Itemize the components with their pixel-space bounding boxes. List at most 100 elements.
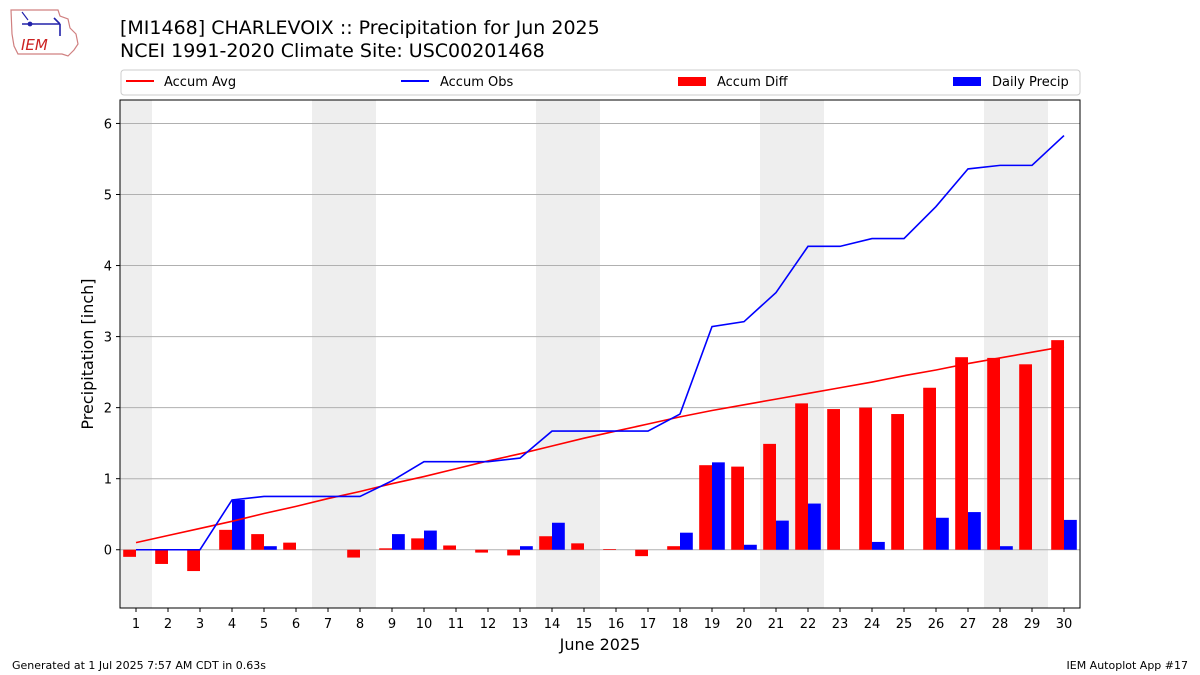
x-tick-label-2: 2 [164,617,172,632]
y-tick-label-1: 1 [104,473,112,488]
x-tick-label-24: 24 [864,617,881,632]
weekend-shading [120,100,1048,608]
daily-precip-bar-day-28 [1000,546,1013,550]
accum-diff-bar-day-23 [827,409,840,550]
y-gridlines [120,122,1080,551]
accum-diff-bar-day-18 [667,546,680,550]
x-tick-label-18: 18 [672,617,689,632]
accum-obs-line [136,134,1065,551]
legend-box [120,69,1081,96]
accum-diff-bar-day-15 [571,543,584,550]
legend: Accum Avg Accum Obs Accum Diff Daily Pre… [120,69,1081,96]
plot-frame [119,99,1081,609]
iem-logo: IEM [10,9,79,57]
x-tick-label-14: 14 [544,617,561,632]
y-tick-label-3: 3 [104,331,112,346]
weekend-shade-2 [536,100,600,608]
x-tick-label-20: 20 [736,617,753,632]
accum-diff-bar-day-1 [123,549,136,557]
daily-precip-bar-day-18 [680,532,693,550]
x-tick-label-22: 22 [800,617,817,632]
axes: 1 2 3 4 5 6 7 8 9 10 11 12 13 14 15 16 17 18 19 20 21 22 23 24 2… [104,117,1073,632]
bars [123,340,1077,572]
daily-precip-bar-day-20 [744,544,757,550]
x-tick-label-23: 23 [832,617,849,632]
x-tick-label-4: 4 [228,617,236,632]
x-tick-label-9: 9 [388,617,396,632]
x-tick-label-30: 30 [1056,617,1073,632]
accum-avg-line [135,345,1065,544]
accum-diff-bar-day-3 [187,549,200,572]
x-tick-label-13: 13 [512,617,529,632]
x-tick-label-6: 6 [292,617,300,632]
accum-diff-bar-day-2 [155,549,168,564]
accum-diff-bar-day-22 [795,403,808,550]
accum-diff-bar-day-25 [891,414,904,550]
x-tick-label-5: 5 [260,617,268,632]
accum-diff-bar-day-9 [379,548,392,550]
daily-precip-bar-day-24 [872,541,885,550]
daily-precip-bar-day-13 [520,546,533,550]
daily-precip-bar-day-22 [808,503,821,550]
generated-timestamp: Generated at 1 Jul 2025 7:57 AM CDT in 0… [12,659,266,672]
daily-precip-bar-day-19 [712,462,725,550]
accum-diff-bar-day-10 [411,538,424,550]
accum-diff-bar-day-8 [347,549,360,558]
accum-diff-bar-day-20 [731,466,744,550]
x-tick-label-16: 16 [608,617,625,632]
daily-precip-bar-day-30 [1064,519,1077,550]
x-axis-label: June 2025 [559,635,641,654]
daily-precip-bar-day-10 [424,530,437,550]
accum-diff-bar-day-11 [443,545,456,550]
legend-accum-diff-label: Accum Diff [717,75,789,90]
accum-diff-bar-day-27 [955,357,968,550]
x-tick-label-12: 12 [480,617,497,632]
y-tick-label-2: 2 [104,402,112,417]
legend-accum-avg-label: Accum Avg [164,75,236,90]
y-tick-label-6: 6 [104,117,112,132]
legend-daily-precip-label: Daily Precip [992,75,1069,90]
x-tick-label-25: 25 [896,617,913,632]
legend-daily-precip-swatch [953,77,981,86]
chart-title: [MI1468] CHARLEVOIX :: Precipitation for… [120,17,600,39]
daily-precip-bar-day-26 [936,517,949,550]
y-tick-label-0: 0 [104,544,112,559]
accum-diff-bar-day-24 [859,407,872,550]
app-credit: IEM Autoplot App #17 [1066,659,1189,672]
x-tick-label-26: 26 [928,617,945,632]
accum-diff-bar-day-16 [603,549,616,550]
x-tick-label-3: 3 [196,617,204,632]
accum-diff-bar-day-13 [507,549,520,556]
daily-precip-bar-day-4 [232,500,245,550]
y-tick-label-4: 4 [104,260,112,275]
x-tick-label-11: 11 [448,617,465,632]
accum-diff-bar-day-19 [699,465,712,550]
x-tick-label-15: 15 [576,617,593,632]
accum-diff-bar-day-4 [219,529,232,550]
accum-diff-bar-day-12 [475,549,488,553]
accum-diff-bar-day-21 [763,443,776,550]
x-tick-label-1: 1 [132,617,140,632]
legend-accum-diff-swatch [678,77,706,86]
weekend-shade-1 [312,100,376,608]
daily-precip-bar-day-9 [392,534,405,550]
logo-text: IEM [21,36,48,54]
x-tick-label-8: 8 [356,617,364,632]
daily-precip-bar-day-5 [264,546,277,550]
accum-diff-bar-day-14 [539,536,552,550]
legend-accum-obs-label: Accum Obs [440,75,513,90]
lines [135,134,1065,551]
accum-diff-bar-day-5 [251,534,264,550]
accum-diff-bar-day-30 [1051,340,1064,550]
x-tick-label-17: 17 [640,617,657,632]
x-tick-label-21: 21 [768,617,785,632]
x-tick-label-19: 19 [704,617,721,632]
accum-diff-bar-day-26 [923,387,936,550]
accum-diff-bar-day-6 [283,542,296,550]
x-tick-label-29: 29 [1024,617,1041,632]
accum-diff-bar-day-29 [1019,364,1032,550]
x-tick-label-10: 10 [416,617,433,632]
y-tick-label-5: 5 [104,188,112,203]
daily-precip-bar-day-27 [968,512,981,550]
